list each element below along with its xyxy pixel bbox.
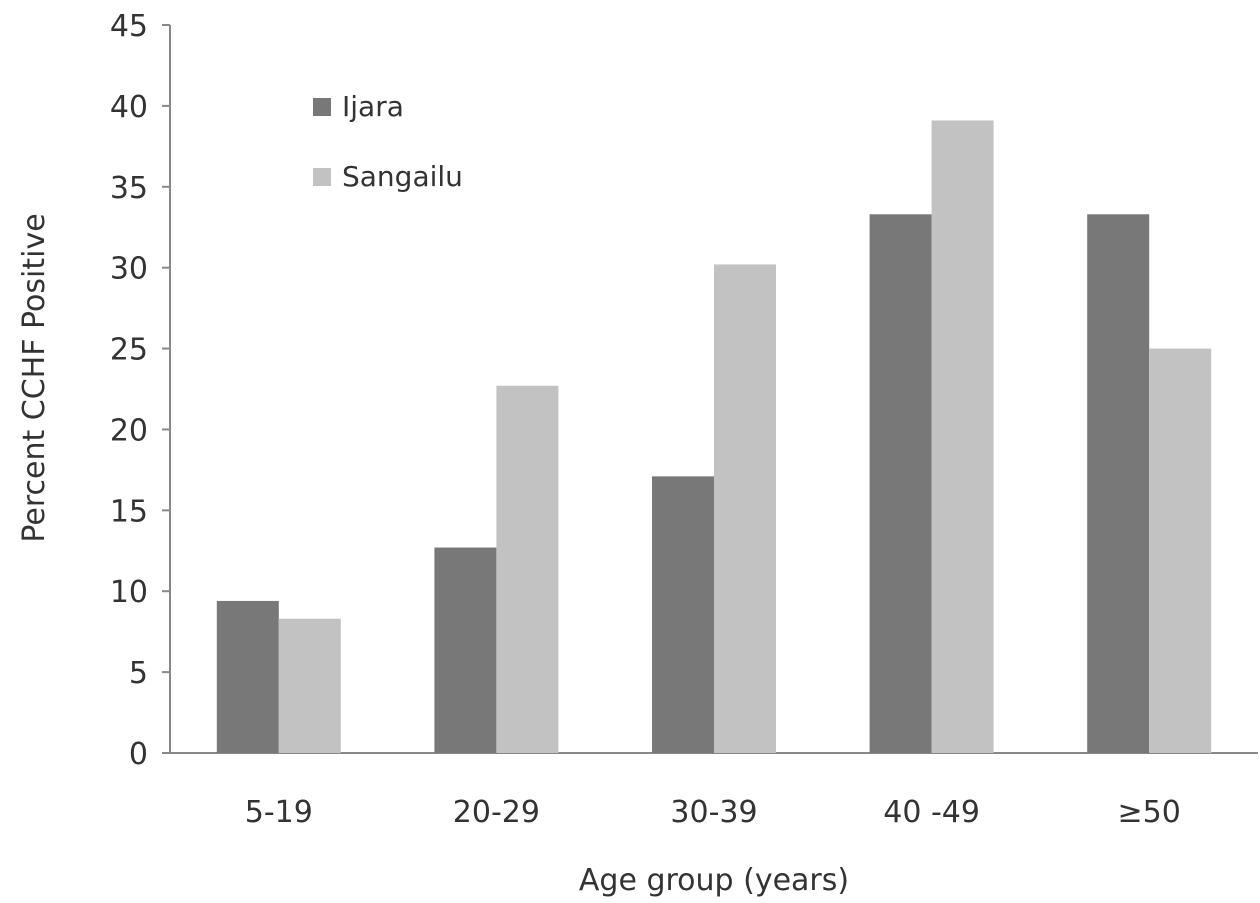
y-tick-label: 5 (129, 656, 148, 691)
bar-sangailu-1 (496, 385, 559, 753)
category-label: ≥50 (1118, 795, 1181, 830)
category-label: 30-39 (670, 795, 757, 830)
bar-sangailu-0 (278, 618, 341, 753)
legend-swatch-ijara (313, 98, 331, 116)
bar-sangailu-4 (1149, 348, 1212, 753)
bar-ijara-4 (1087, 214, 1150, 753)
legend-label-ijara: Ijara (342, 90, 404, 123)
y-tick-label: 25 (110, 333, 148, 368)
bar-sangailu-2 (714, 264, 776, 753)
bar-ijara-2 (652, 476, 714, 753)
y-tick-label: 30 (110, 252, 148, 287)
y-ticks: 0 5 10 15 20 25 30 35 40 45 (110, 9, 170, 772)
category-label: 20-29 (453, 795, 540, 830)
legend-label-sangailu: Sangailu (342, 160, 463, 193)
y-tick-label: 35 (110, 171, 148, 206)
x-axis-title: Age group (years) (579, 863, 849, 898)
bar-sangailu-3 (931, 120, 994, 753)
legend-swatch-sangailu (313, 168, 331, 186)
y-tick-label: 40 (110, 90, 148, 125)
bars (216, 120, 1212, 753)
category-label: 5-19 (245, 795, 313, 830)
y-tick-label: 10 (110, 575, 148, 610)
y-tick-label: 20 (110, 413, 148, 448)
category-label: 40 -49 (883, 795, 980, 830)
legend: Ijara Sangailu (313, 90, 463, 193)
bar-ijara-3 (869, 214, 932, 753)
y-tick-label: 45 (110, 9, 148, 44)
bar-ijara-1 (434, 547, 497, 753)
y-axis-title: Percent CCHF Positive (17, 213, 52, 542)
bar-ijara-0 (216, 600, 279, 753)
y-tick-label: 15 (110, 494, 148, 529)
y-tick-label: 0 (129, 737, 148, 772)
category-labels: 5-19 20-29 30-39 40 -49 ≥50 (245, 795, 1181, 830)
